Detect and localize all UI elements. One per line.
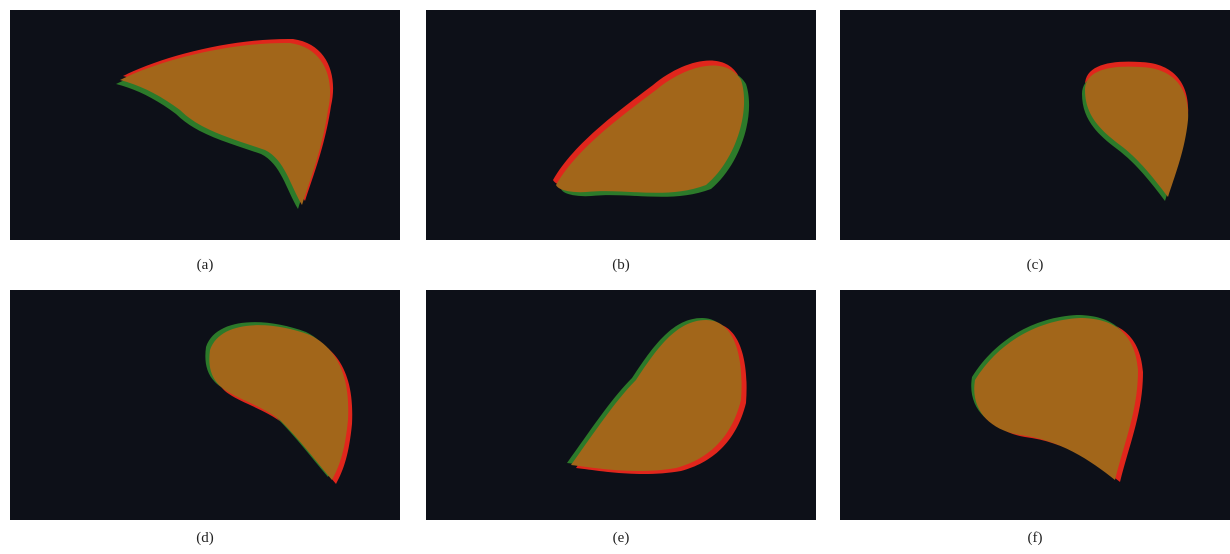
segmentation xyxy=(840,290,1230,520)
panel-image xyxy=(426,10,816,240)
caption: (a) xyxy=(10,257,400,274)
caption: (c) xyxy=(840,257,1230,274)
panel-image xyxy=(10,290,400,520)
panel-image xyxy=(840,290,1230,520)
panel-image xyxy=(426,290,816,520)
segmentation xyxy=(426,290,816,520)
figure: (a) (b) (c) (d) (e) (f) (() => { const d… xyxy=(0,0,1230,554)
caption: (e) xyxy=(426,530,816,547)
caption: (f) xyxy=(840,530,1230,547)
caption: (d) xyxy=(10,530,400,547)
segmentation xyxy=(10,10,400,240)
panel-image xyxy=(10,10,400,240)
panel-image xyxy=(840,10,1230,240)
segmentation xyxy=(426,10,816,240)
segmentation xyxy=(10,290,400,520)
caption: (b) xyxy=(426,257,816,274)
segmentation xyxy=(840,10,1230,240)
